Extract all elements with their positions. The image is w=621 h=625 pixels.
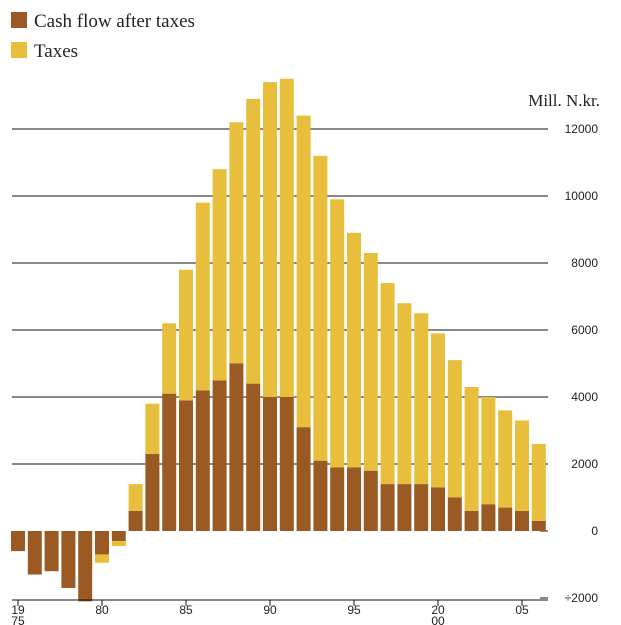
bar-taxes-1999 xyxy=(414,313,429,485)
x-axis-ticks: 19 75 80 85 90 95 20 00 05 xyxy=(11,599,548,625)
bar-taxes-1986 xyxy=(195,202,210,391)
unit-label: Mill. N.kr. xyxy=(528,91,600,110)
bar-taxes-1990 xyxy=(263,82,277,397)
y-tick-label: 8000 xyxy=(571,256,598,270)
bars xyxy=(11,78,546,602)
bar-taxes-1985 xyxy=(179,269,193,401)
bar-taxes-1995 xyxy=(347,232,361,468)
bar-taxes-2001 xyxy=(447,360,462,498)
y-tick-label: 10000 xyxy=(565,189,599,203)
y-tick-label: 6000 xyxy=(571,323,598,337)
bar-taxes-1989 xyxy=(246,98,261,384)
bar-cashflow-1982 xyxy=(128,510,143,531)
legend: Cash flow after taxes Taxes xyxy=(11,11,195,62)
bar-cashflow-1975 xyxy=(11,531,25,552)
x-tick-label: 80 xyxy=(95,603,109,617)
bar-cashflow-1977 xyxy=(44,531,59,572)
bar-taxes-2000 xyxy=(431,333,445,488)
bar-cashflow-2000 xyxy=(431,487,445,531)
bar-cashflow-1987 xyxy=(212,380,227,531)
y-tick-label: 2000 xyxy=(571,457,598,471)
bar-cashflow-1991 xyxy=(279,397,294,531)
bar-cashflow-1996 xyxy=(363,470,378,531)
legend-swatch-1 xyxy=(11,42,27,58)
bar-taxes-1996 xyxy=(363,252,378,471)
bar-cashflow-1988 xyxy=(229,363,244,531)
bar-taxes-1982 xyxy=(128,484,143,511)
bar-cashflow-1993 xyxy=(313,460,328,531)
bar-cashflow-2006 xyxy=(531,520,546,531)
bar-cashflow-1997 xyxy=(380,484,395,531)
bar-cashflow-1994 xyxy=(330,467,345,531)
bar-cashflow-1998 xyxy=(397,484,412,531)
bar-cashflow-1980 xyxy=(95,531,109,555)
x-tick-label: 85 xyxy=(179,603,193,617)
y-tick-label: ÷2000 xyxy=(565,591,599,605)
bar-taxes-1993 xyxy=(313,155,328,461)
bar-taxes-1997 xyxy=(380,283,395,485)
x-tick-label: 20 00 xyxy=(431,603,445,625)
y-tick-label: 0 xyxy=(591,524,598,538)
bar-taxes-2004 xyxy=(498,410,513,508)
bar-cashflow-2005 xyxy=(515,510,529,531)
bar-taxes-1984 xyxy=(162,323,177,394)
bar-cashflow-1984 xyxy=(162,393,177,531)
bar-cashflow-1986 xyxy=(195,390,210,531)
x-tick-label: 05 xyxy=(515,603,529,617)
bar-taxes-1992 xyxy=(296,115,311,428)
bar-taxes-1998 xyxy=(397,303,412,485)
bar-taxes-1994 xyxy=(330,199,345,468)
bar-cashflow-2001 xyxy=(447,497,462,531)
bar-taxes-1991 xyxy=(279,78,294,397)
bar-cashflow-1995 xyxy=(347,467,361,531)
x-tick-label: 90 xyxy=(263,603,277,617)
bar-taxes-1980 xyxy=(95,554,109,563)
y-tick-label: 12000 xyxy=(565,122,599,136)
bar-cashflow-1978 xyxy=(61,531,76,588)
legend-label-0: Cash flow after taxes xyxy=(34,11,195,32)
y-tick-label: 4000 xyxy=(571,390,598,404)
bar-cashflow-1979 xyxy=(78,531,93,602)
bar-cashflow-1992 xyxy=(296,427,311,531)
bar-cashflow-1999 xyxy=(414,484,429,531)
bar-taxes-2006 xyxy=(531,443,546,521)
bar-taxes-1987 xyxy=(212,169,227,381)
x-tick-label: 19 75 xyxy=(11,603,25,625)
legend-swatch-0 xyxy=(11,12,27,28)
bar-cashflow-2003 xyxy=(481,504,496,531)
bar-cashflow-2004 xyxy=(498,507,513,531)
bar-taxes-1988 xyxy=(229,122,244,364)
bar-cashflow-2002 xyxy=(464,510,479,531)
y-axis-ticks: ÷2000 0 2000 4000 6000 8000 10000 12000 xyxy=(565,122,599,605)
bar-taxes-2003 xyxy=(481,397,496,505)
bar-cashflow-1983 xyxy=(145,453,160,531)
bar-cashflow-1981 xyxy=(111,531,126,542)
bar-taxes-1981 xyxy=(111,541,126,547)
legend-label-1: Taxes xyxy=(34,41,78,62)
bar-cashflow-1985 xyxy=(179,400,193,531)
bar-cashflow-1976 xyxy=(27,531,42,575)
bar-taxes-2002 xyxy=(464,386,479,511)
bar-taxes-1983 xyxy=(145,403,160,454)
bar-taxes-2005 xyxy=(515,420,529,511)
bar-cashflow-1990 xyxy=(263,397,277,531)
x-tick-label: 95 xyxy=(347,603,361,617)
bar-cashflow-1989 xyxy=(246,383,261,531)
